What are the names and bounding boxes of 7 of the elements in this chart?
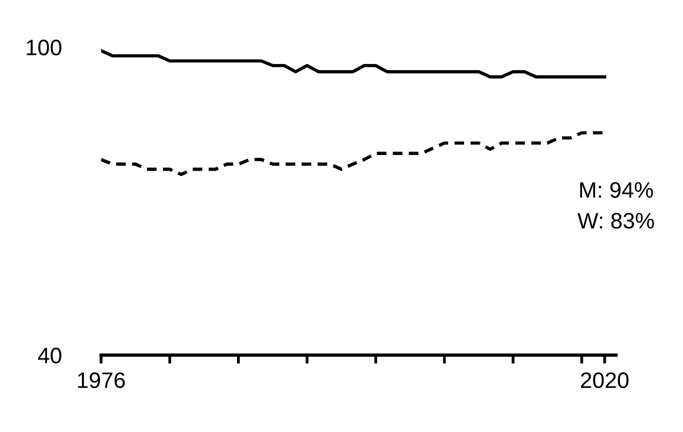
y-tick-label: 40 [38,348,62,364]
x-tick-label: 2020 [581,372,628,388]
line-series [101,49,606,78]
y-tick-label: 100 [26,40,62,56]
annotation: M: 94% [580,182,653,198]
annotation: W: 83% [577,212,654,229]
x-tick-label: 1976 [78,372,125,388]
